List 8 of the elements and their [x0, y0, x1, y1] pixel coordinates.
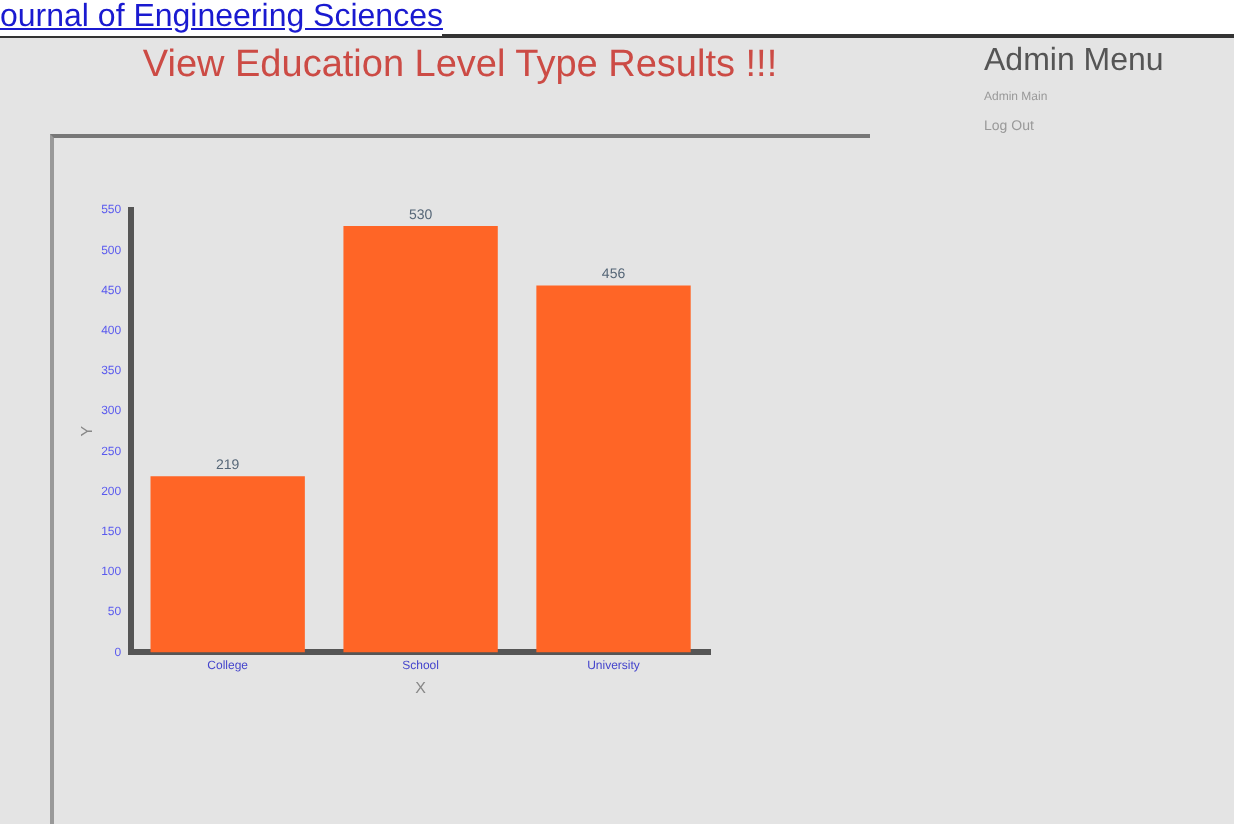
- y-axis-title: Y: [78, 424, 97, 437]
- chart-title: View Education Level Type Results !!!: [140, 44, 780, 88]
- text: Admin Menu: [984, 44, 1164, 80]
- bar: [150, 476, 305, 653]
- text: ournal of Engineering Sciences: [0, 0, 443, 36]
- bar: [343, 226, 498, 653]
- bar: [536, 285, 691, 653]
- x-axis-title: X: [415, 678, 428, 697]
